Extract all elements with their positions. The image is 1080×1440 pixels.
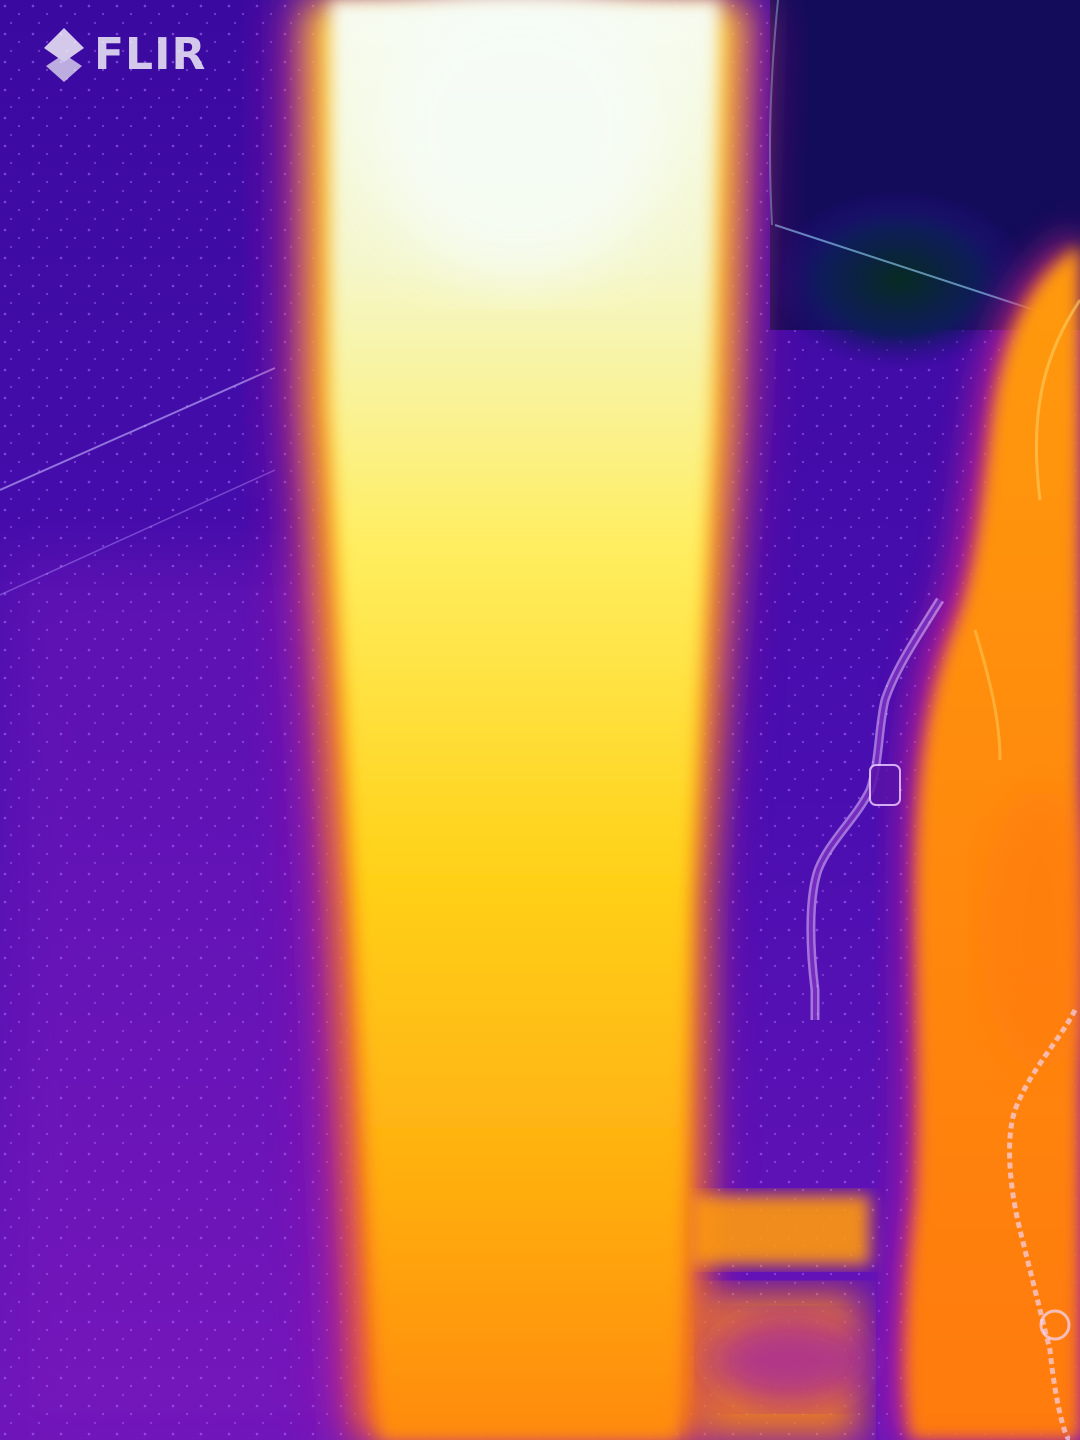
flir-logo: FLIR (40, 26, 206, 84)
flir-logo-text: FLIR (94, 29, 207, 80)
flir-diamond-logo-icon (44, 28, 84, 82)
